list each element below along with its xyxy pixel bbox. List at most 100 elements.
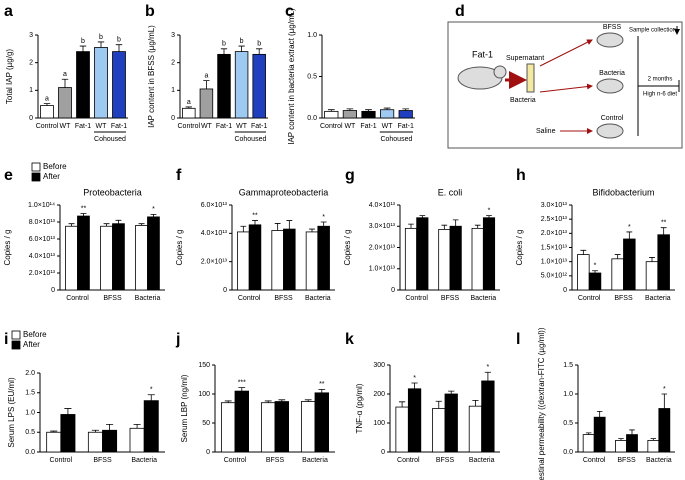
significance-label: *	[322, 214, 325, 221]
error-bar	[626, 231, 633, 239]
bar	[577, 254, 590, 291]
x-tick-label: WT	[344, 123, 356, 130]
y-tick-label: 1	[29, 87, 33, 94]
y-tick-label: 1.0×10¹³	[369, 266, 396, 273]
error-bar	[238, 387, 246, 392]
significance-label: **	[252, 212, 258, 219]
bar	[271, 230, 284, 291]
x-tick-label: Control	[66, 295, 89, 302]
y-tick-label: 0	[206, 449, 210, 456]
error-bar	[419, 215, 426, 218]
significance-label: a	[187, 99, 191, 106]
error-bar	[649, 257, 655, 262]
bar	[274, 401, 290, 453]
x-tick-label: Bacteria	[305, 295, 331, 302]
y-axis-label: Serum LPS (EU/ml)	[7, 377, 16, 448]
error-bar	[660, 227, 667, 235]
y-tick-label: 5.0×10¹²	[541, 273, 568, 280]
y-tick-label: 100	[198, 391, 210, 398]
group-label: Cohoused	[94, 136, 126, 143]
error-bar	[286, 220, 293, 230]
legend-label: After	[23, 340, 40, 349]
bar	[324, 110, 339, 119]
group-label: Control	[601, 115, 624, 122]
panel-letter: a	[4, 3, 13, 20]
y-tick-label: 100	[373, 420, 385, 427]
chart-title: Gammaproteobacteria	[239, 187, 329, 197]
y-axis-label: Copies / g	[343, 229, 352, 265]
panel-letter: c	[285, 3, 294, 20]
duration-label: 2 months	[648, 77, 673, 83]
significance-label: b	[99, 34, 103, 41]
error-bar	[50, 430, 58, 433]
y-tick-label: 4.0×10¹³	[369, 202, 396, 209]
x-tick-label: Fat-1	[251, 123, 267, 130]
error-bar	[383, 107, 391, 110]
bar	[260, 402, 276, 453]
error-bar	[452, 219, 459, 227]
group-label: Bacteria	[599, 70, 625, 77]
bar	[449, 225, 462, 291]
error-bar	[585, 432, 592, 435]
x-tick-label: Bacteria	[302, 457, 328, 464]
significance-label: **	[661, 220, 667, 227]
error-bar	[150, 213, 157, 217]
error-bar	[106, 423, 114, 431]
error-bar	[614, 254, 621, 259]
significance-label: *	[487, 364, 490, 371]
y-axis-label: Intestinal permeability ((dextran-FITC (…	[537, 327, 546, 480]
y-tick-label: 2	[171, 60, 175, 67]
y-tick-label: 0.5	[307, 73, 317, 80]
bar	[444, 393, 458, 453]
y-tick-label: 3.0×10¹³	[541, 202, 568, 209]
panel-letter: l	[516, 331, 520, 348]
chart-title: Proteobacteria	[83, 187, 142, 197]
error-bar	[115, 219, 122, 224]
error-bar	[592, 270, 598, 273]
y-axis-label: Copies / g	[3, 229, 12, 265]
x-tick-label: Bacteria	[470, 295, 496, 302]
y-tick-label: 8.0×10¹³	[29, 219, 56, 226]
bar	[395, 406, 409, 453]
y-tick-label: 200	[373, 391, 385, 398]
y-tick-label: 1.0×10¹⁴	[28, 202, 55, 209]
significance-label: b	[257, 41, 261, 48]
significance-label: **	[319, 381, 325, 388]
y-tick-label: 1.0	[25, 409, 35, 416]
x-tick-label: WT	[236, 123, 248, 130]
bar	[398, 110, 413, 119]
bar	[593, 416, 606, 453]
bar	[380, 109, 395, 119]
y-tick-label: 2.0×10¹³	[541, 230, 568, 237]
error-bar	[240, 225, 247, 232]
significance-label: *	[150, 387, 153, 394]
error-bar	[256, 48, 263, 55]
bar	[112, 223, 125, 291]
error-bar	[486, 215, 492, 218]
bar	[407, 388, 422, 453]
panel-letter: g	[345, 167, 355, 184]
legend-label: After	[43, 172, 60, 181]
y-tick-label: 6.0×10¹³	[29, 236, 56, 243]
arrow	[539, 83, 593, 93]
y-tick-label: 1.0×10¹³	[541, 259, 568, 266]
error-bar	[398, 401, 406, 408]
error-bar	[138, 223, 145, 226]
error-bar	[224, 400, 232, 403]
bar	[112, 51, 126, 119]
y-tick-label: 0	[51, 287, 55, 294]
y-tick-label: 4.0×10¹³	[29, 253, 56, 260]
bar	[361, 110, 376, 119]
y-tick-label: 0	[171, 115, 175, 122]
x-tick-label: BFSS	[441, 295, 460, 302]
x-tick-label: BFSS	[617, 457, 636, 464]
error-bar	[650, 438, 657, 441]
significance-label: *	[488, 207, 491, 214]
bar	[342, 110, 357, 119]
mouse	[596, 78, 624, 94]
panel-letter: i	[4, 331, 8, 348]
chart: k TNF-α (pg/ml) 0 100 200 300 * * Control BFSS Bac…	[345, 331, 500, 464]
chart: f Gammaproteobacteria Copies / g 0 2.0×10¹³ 4…	[175, 167, 335, 302]
bar	[658, 408, 671, 453]
